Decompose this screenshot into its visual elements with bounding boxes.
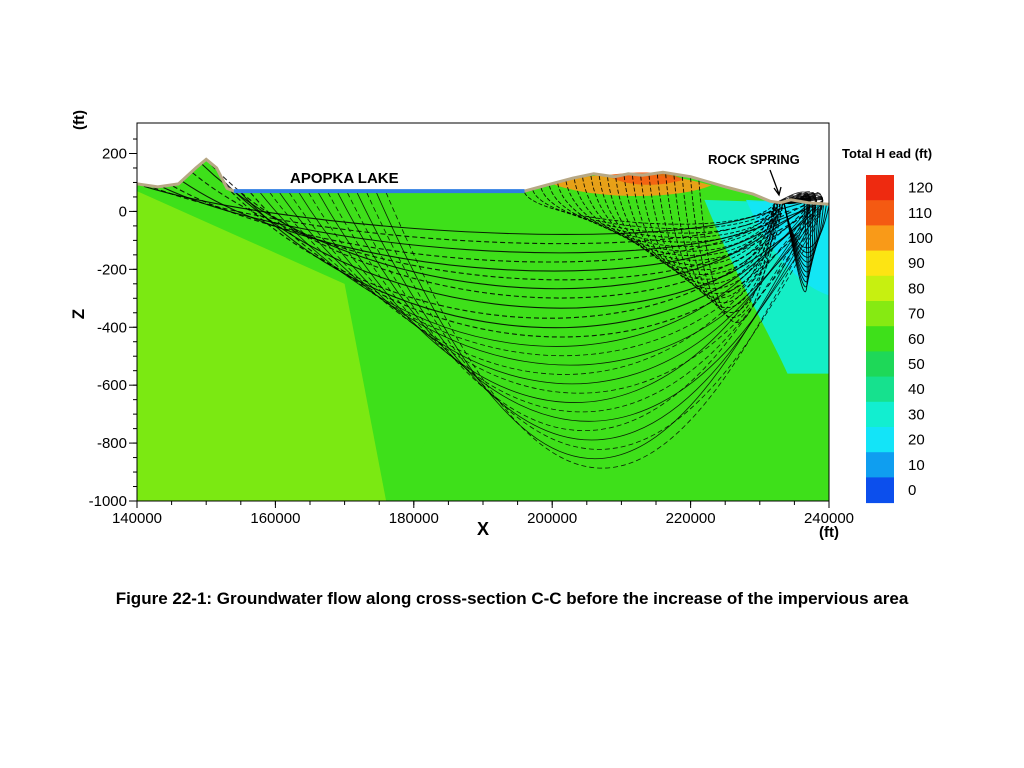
colorbar-swatch — [866, 326, 894, 352]
y-tick-label: -400 — [97, 319, 127, 336]
colorbar-label: 10 — [908, 457, 925, 474]
x-axis: 140000 160000 180000 200000 220000 240000 — [112, 501, 854, 527]
streamline — [172, 185, 811, 263]
colorbar-swatch — [866, 452, 894, 478]
streamline — [565, 181, 779, 248]
streamline — [648, 175, 784, 294]
streamline — [385, 191, 817, 469]
y-tick-label: -200 — [97, 261, 127, 278]
streamline — [582, 177, 784, 257]
streamline — [640, 176, 781, 290]
x-tick-label: 240000 — [804, 510, 854, 527]
streamline — [347, 192, 811, 432]
colorbar-label: 100 — [908, 230, 933, 247]
figure-caption: Figure 22-1: Groundwater flow along cros… — [115, 589, 909, 608]
colorbar-label: 30 — [908, 406, 925, 423]
streamline — [327, 192, 817, 413]
streamline — [524, 192, 776, 225]
streamline — [632, 175, 779, 285]
streamline — [153, 187, 817, 245]
streamline — [548, 185, 784, 239]
colorbar-label: 0 — [908, 482, 916, 499]
streamline — [532, 190, 779, 230]
streamline — [783, 202, 808, 293]
annotation-rock-spring: ROCK SPRING — [708, 152, 800, 167]
colorbar-swatch — [866, 200, 894, 226]
streamline — [192, 172, 824, 281]
colorbar-label: 90 — [908, 255, 925, 272]
streamline — [698, 180, 779, 323]
head-zone-west — [137, 191, 387, 501]
x-tick-label: 180000 — [389, 510, 439, 527]
y-axis-label: Z — [69, 309, 88, 319]
streamline — [598, 175, 779, 266]
y-tick-label: -600 — [97, 377, 127, 394]
colorbar-swatch — [866, 401, 894, 428]
colorbar-label: 40 — [908, 381, 925, 398]
streamline — [317, 192, 811, 403]
streamline — [681, 176, 784, 313]
y-tick-label: 0 — [119, 203, 127, 220]
colorbar-label: 70 — [908, 306, 925, 323]
y-axis-unit: (ft) — [71, 110, 88, 130]
colorbar-label: 80 — [908, 280, 925, 297]
colorbar-swatch — [866, 427, 894, 453]
colorbar-swatch — [866, 301, 894, 327]
y-axis: 200 0 -200 -400 -600 -800 -1000 — [89, 138, 137, 510]
streamline — [376, 191, 811, 460]
colorbar-swatch — [866, 250, 894, 277]
cross-section-chart: 2000-200-400-600-800-1000 140000 160000 18… — [69, 110, 933, 541]
y-tick-label: -800 — [97, 435, 127, 452]
streamline — [540, 187, 781, 234]
streamline — [356, 192, 817, 441]
streamline — [163, 186, 824, 254]
colorbar-label: 20 — [908, 432, 925, 449]
streamline — [690, 178, 776, 318]
y-tick-label: 200 — [102, 146, 127, 163]
x-axis-label: X — [477, 519, 489, 539]
colorbar-swatch — [866, 351, 894, 378]
colorbar-swatch — [866, 477, 894, 504]
colorbar-swatch — [866, 225, 894, 252]
ground-surface-line — [136, 157, 830, 206]
x-tick-label: 140000 — [112, 510, 162, 527]
head-color-fill — [137, 159, 829, 501]
colorbar-label: 50 — [908, 356, 925, 373]
flow-streamlines — [143, 163, 829, 469]
streamline — [337, 192, 823, 422]
streamline — [308, 192, 824, 394]
x-tick-label: 220000 — [666, 510, 716, 527]
annotation-apopka-lake: APOPKA LAKE — [290, 170, 399, 187]
colorbar-swatch — [866, 275, 894, 302]
x-axis-unit: (ft) — [819, 524, 839, 541]
colorbar-title: Total H ead (ft) — [842, 146, 932, 161]
x-tick-label: 160000 — [250, 510, 300, 527]
y-tick-label: -1000 — [89, 493, 127, 510]
streamline — [573, 179, 781, 252]
streamline — [211, 164, 817, 299]
streamline — [665, 174, 779, 304]
colorbar-swatch — [866, 376, 894, 403]
streamline — [590, 175, 776, 261]
rock-spring-arrow — [769, 169, 782, 197]
colorbar-label: 120 — [908, 180, 933, 197]
colorbar-label: 60 — [908, 331, 925, 348]
colorbar-swatch — [866, 175, 894, 201]
colorbar-label: 110 — [908, 205, 932, 222]
x-tick-label: 200000 — [527, 510, 577, 527]
